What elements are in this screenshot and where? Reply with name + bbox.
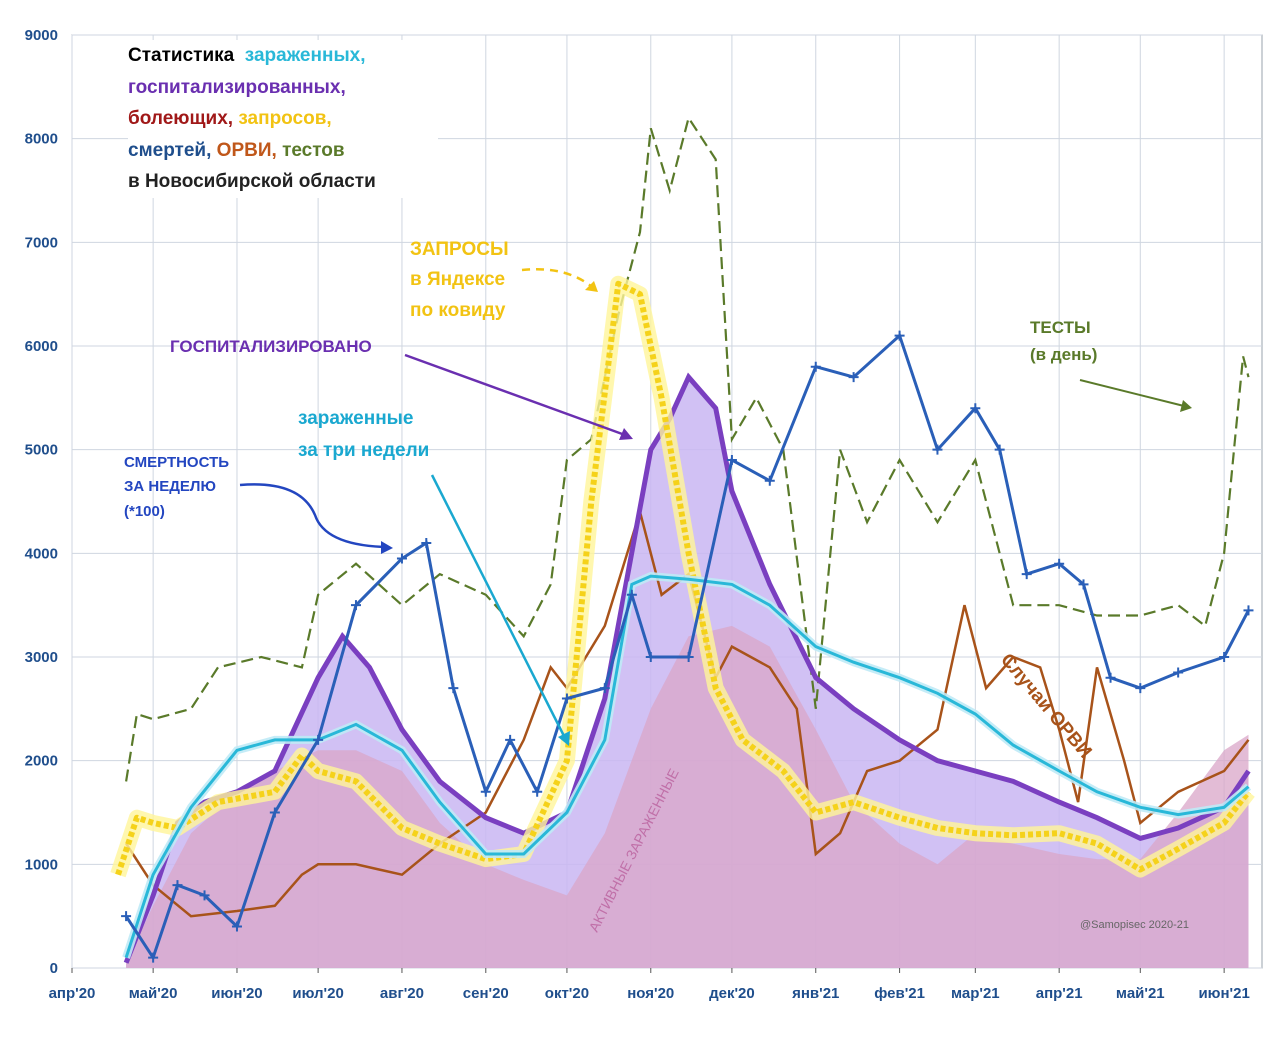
hospitalized-arrow [404, 353, 626, 437]
infected-arrowhead [558, 731, 570, 746]
title-prefix: Статистика [128, 45, 235, 66]
queries-annotation-line2: в Яндексе [410, 269, 505, 290]
infected-arrow [430, 474, 567, 739]
deaths-point-marker [599, 683, 610, 694]
x-tick-label: июн'21 [1198, 985, 1249, 1002]
queries-annotation-line1: ЗАПРОСЫ [410, 239, 509, 260]
deaths-point-marker [172, 880, 183, 891]
x-tick-label: янв'21 [792, 985, 839, 1002]
deaths-point-marker [231, 921, 242, 932]
y-tick-label: 5000 [25, 442, 58, 459]
deaths-point-marker [1173, 667, 1184, 678]
active-infected-area [126, 625, 1249, 968]
tests-series-line [125, 115, 1250, 782]
deaths-annotation-line2: ЗА НЕДЕЛЮ [124, 478, 216, 495]
title-tests: тестов [282, 139, 345, 161]
deaths-arrow [239, 483, 386, 549]
deaths-point-marker [683, 652, 694, 662]
title-deaths: смертей, [128, 139, 212, 161]
x-tick-label: июн'20 [211, 985, 262, 1002]
deaths-point-marker [970, 403, 981, 414]
x-tick-label: окт'20 [545, 985, 589, 1002]
deaths-point-marker [505, 734, 516, 745]
tests-arrow [1079, 379, 1185, 407]
x-tick-label: ноя'20 [627, 985, 674, 1002]
infected-series-line [124, 574, 1250, 959]
deaths-point-marker [561, 693, 572, 704]
x-tick-label: авг'20 [380, 985, 424, 1002]
x-tick-label: фев'21 [874, 985, 925, 1002]
queries-arrowhead [585, 281, 598, 292]
deaths-point-marker [932, 444, 943, 455]
title-last-line: в Новосибирской области [128, 171, 376, 192]
deaths-point-marker [532, 786, 543, 797]
y-tick-label: 6000 [25, 338, 58, 355]
x-tick-label: апр'21 [1036, 985, 1083, 1002]
title-arvi: ОРВИ, [216, 139, 277, 161]
x-tick-label: июл'20 [292, 985, 343, 1002]
tests-annotation-line1: ТЕСТЫ [1030, 318, 1091, 337]
deaths-point-marker [421, 537, 432, 548]
y-tick-label: 7000 [25, 234, 58, 251]
deaths-point-marker [1021, 569, 1032, 580]
chart-axes: 0 1000 2000 3000 4000 5000 6000 7000 8000 9000 апр… [25, 27, 1250, 1002]
deaths-point-marker [1054, 558, 1065, 569]
deaths-point-marker [994, 444, 1005, 455]
chart-series [110, 115, 1255, 969]
infected-annotation-line1: зараженные [298, 408, 413, 429]
deaths-point-marker [313, 734, 324, 745]
deaths-point-marker [726, 455, 737, 466]
deaths-point-marker [848, 372, 859, 383]
deaths-point-marker [448, 683, 459, 694]
y-tick-label: 3000 [25, 649, 58, 666]
deaths-point-marker [350, 600, 361, 611]
deaths-arrowhead [381, 541, 393, 554]
y-tick-label: 2000 [25, 753, 58, 770]
x-tick-label: май'20 [129, 985, 178, 1002]
title-infected: зараженных, [244, 45, 366, 66]
y-tick-label: 0 [50, 960, 58, 977]
deaths-point-marker [121, 911, 132, 922]
title-hospitalized: госпитализированных, [128, 76, 346, 98]
title-queries: запросов, [238, 108, 332, 129]
deaths-point-marker [1243, 605, 1254, 616]
y-tick-label: 4000 [25, 545, 58, 562]
deaths-point-marker [480, 786, 491, 797]
y-tick-label: 1000 [25, 856, 58, 873]
deaths-point-marker [148, 952, 159, 963]
x-tick-label: дек'20 [709, 985, 755, 1002]
y-tick-label: 8000 [25, 131, 58, 148]
x-tick-label: мар'21 [951, 985, 1000, 1002]
deaths-annotation-line1: СМЕРТНОСТЬ [124, 454, 229, 471]
deaths-point-marker [894, 330, 905, 341]
credit-label: @Samopisec 2020-21 [1080, 919, 1189, 931]
deaths-point-marker [645, 652, 656, 662]
deaths-point-marker [1135, 683, 1146, 694]
queries-annotation-line3: по ковиду [410, 300, 506, 321]
deaths-point-marker [1219, 652, 1230, 662]
deaths-point-marker [199, 890, 210, 901]
deaths-point-marker [1078, 579, 1089, 590]
x-tick-label: май'21 [1116, 985, 1165, 1002]
y-tick-label: 9000 [25, 27, 58, 44]
deaths-annotation-line3: (*100) [124, 503, 165, 520]
chart-title: Статистика зараженных, госпитализированн… [128, 40, 438, 198]
tests-arrowhead [1180, 400, 1192, 412]
queries-series-line [115, 280, 1251, 876]
deaths-point-marker [810, 361, 821, 372]
infected-annotation-line2: за три недели [298, 440, 429, 461]
x-tick-label: апр'20 [49, 985, 96, 1002]
title-sick: болеющих, [128, 108, 234, 129]
deaths-point-marker [764, 475, 775, 486]
x-tick-label: сен'20 [463, 985, 509, 1002]
tests-annotation-line2: (в день) [1030, 345, 1097, 364]
deaths-point-marker [1105, 672, 1116, 683]
deaths-point-marker [396, 553, 407, 564]
deaths-point-marker [269, 807, 280, 818]
hospitalized-annotation: ГОСПИТАЛИЗИРОВАНО [170, 337, 372, 356]
hospitalized-arrowhead [619, 428, 633, 440]
deaths-point-marker [626, 589, 637, 600]
